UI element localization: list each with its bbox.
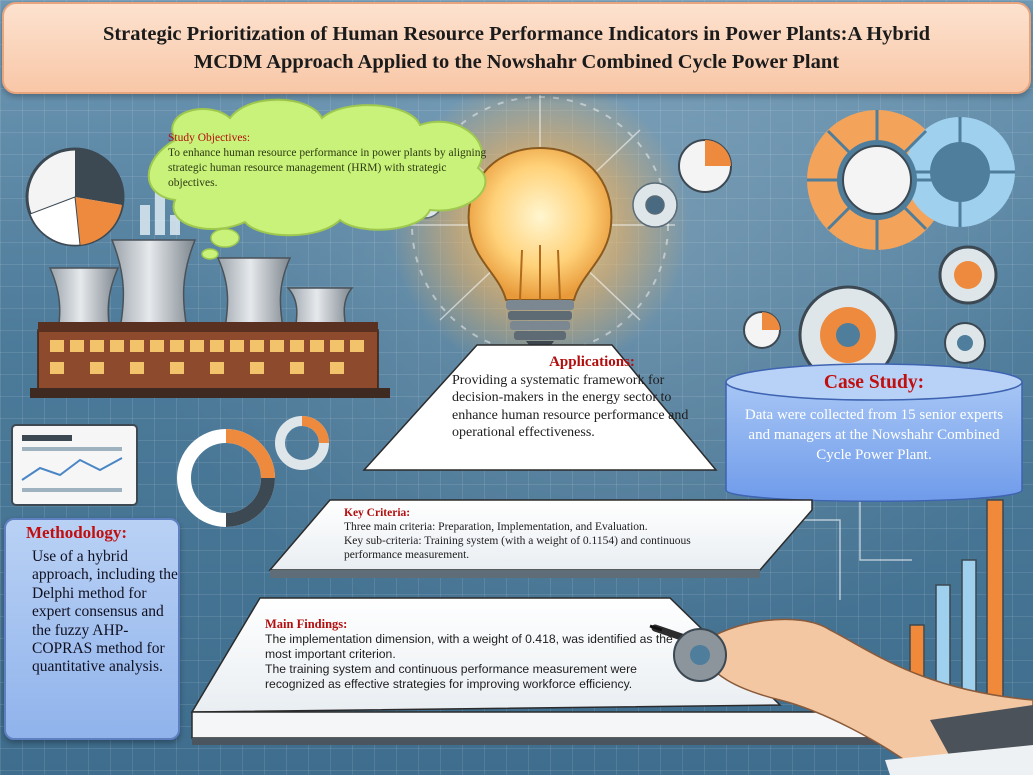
case-study-heading: Case Study: bbox=[823, 372, 925, 393]
connector-lines bbox=[792, 499, 912, 600]
key-criteria-heading: Key Criteria: bbox=[344, 507, 411, 519]
clipboard-icon bbox=[11, 424, 138, 506]
key-criteria-block: Key Criteria: Three main criteria: Prepa… bbox=[344, 506, 744, 562]
pie-chart-icon bbox=[25, 147, 125, 247]
key-criteria-shelf bbox=[268, 499, 813, 578]
case-study-body: Data were collected from 15 senior exper… bbox=[744, 407, 1004, 463]
donut-chart-icon bbox=[275, 416, 329, 470]
study-objectives-body: To enhance human resource performance in… bbox=[168, 147, 487, 189]
pie-chart-icon bbox=[678, 139, 732, 193]
applications-heading: Applications: bbox=[549, 354, 635, 370]
main-findings-block: Main Findings: The implementation dimens… bbox=[265, 617, 685, 692]
applications-body: Providing a systematic framework for dec… bbox=[452, 372, 689, 441]
study-objectives-heading: Study Objectives: bbox=[168, 132, 251, 144]
donut-chart-icon bbox=[177, 429, 275, 527]
gear-icon bbox=[944, 322, 986, 364]
study-objectives-block: Study Objectives: To enhance human resou… bbox=[168, 131, 488, 191]
applications-trapezoid bbox=[362, 344, 718, 471]
methodology-heading: Methodology: bbox=[26, 523, 128, 542]
main-findings-heading: Main Findings: bbox=[265, 617, 348, 631]
key-criteria-line-1: Three main criteria: Preparation, Implem… bbox=[344, 521, 648, 533]
segmented-wheel-chart-icon bbox=[807, 110, 1015, 250]
title-line-1: Strategic Prioritization of Human Resour… bbox=[102, 23, 931, 45]
bar-chart-icon bbox=[909, 499, 1004, 736]
case-study-cylinder bbox=[725, 363, 1023, 502]
key-criteria-line-2: Key sub-criteria: Training system (with … bbox=[344, 535, 691, 561]
power-plant-illustration bbox=[30, 239, 390, 398]
bar-chart-icon bbox=[140, 190, 180, 235]
thought-cloud-shape bbox=[147, 98, 487, 260]
methodology-body: Use of a hybrid approach, including the … bbox=[32, 548, 178, 676]
main-findings-shelf bbox=[190, 597, 1019, 745]
gear-icon bbox=[673, 628, 727, 682]
main-findings-line-2: The training system and continuous perfo… bbox=[265, 662, 637, 691]
title-banner: Strategic Prioritization of Human Resour… bbox=[2, 2, 1031, 94]
gear-icon bbox=[632, 182, 678, 228]
main-findings-line-1: The implementation dimension, with a wei… bbox=[265, 632, 673, 661]
gear-icon bbox=[938, 245, 998, 305]
methodology-box bbox=[4, 518, 180, 740]
pie-chart-icon bbox=[743, 311, 781, 349]
title-line-2: MCDM Approach Applied to the Nowshahr Co… bbox=[193, 51, 840, 73]
applications-block: Applications: Providing a systematic fra… bbox=[452, 354, 712, 442]
